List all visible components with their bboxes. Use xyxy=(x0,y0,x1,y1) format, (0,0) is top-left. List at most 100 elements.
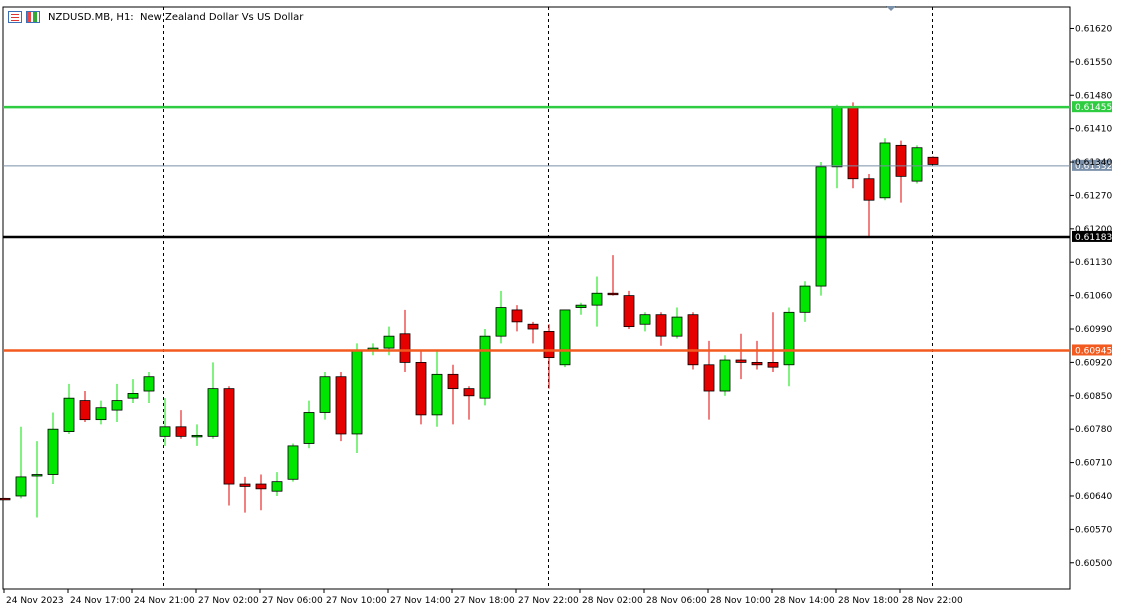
candle xyxy=(623,290,635,330)
candle xyxy=(767,312,779,372)
candle xyxy=(207,362,219,439)
x-tick-label: 27 Nov 18:00 xyxy=(454,596,515,606)
x-tick-label: 24 Nov 17:00 xyxy=(70,596,131,606)
candle-body xyxy=(879,142,891,199)
y-tick-label: 0.60920 xyxy=(1075,358,1112,368)
candle xyxy=(655,312,667,346)
candle-body xyxy=(335,376,347,435)
candle-body xyxy=(639,314,651,325)
y-tick-label: 0.60990 xyxy=(1075,325,1112,335)
chart-shift-marker[interactable] xyxy=(886,6,896,11)
candle xyxy=(255,474,267,511)
x-tick-label: 27 Nov 10:00 xyxy=(326,596,387,606)
candle-body xyxy=(127,393,139,399)
x-tick-label: 27 Nov 06:00 xyxy=(262,596,323,606)
candle xyxy=(575,302,587,315)
candle-body xyxy=(0,497,11,501)
candle xyxy=(239,476,251,513)
candle xyxy=(847,102,859,189)
y-tick-label: 0.60500 xyxy=(1075,559,1112,569)
candle-body xyxy=(783,311,795,366)
candle-body xyxy=(159,426,171,437)
candle xyxy=(607,255,619,296)
candle-body xyxy=(431,373,443,416)
candle xyxy=(639,312,651,332)
candle xyxy=(879,138,891,201)
candle xyxy=(479,329,491,406)
candle-body xyxy=(271,481,283,492)
level-tag-orange xyxy=(1072,344,1112,356)
candle xyxy=(191,424,203,446)
candle-body xyxy=(399,333,411,363)
x-tick-label: 24 Nov 21:00 xyxy=(134,596,195,606)
candle-body xyxy=(591,292,603,306)
candle-body xyxy=(207,388,219,437)
candle-body xyxy=(447,373,459,390)
candle xyxy=(735,333,747,380)
candle xyxy=(703,340,715,420)
candle-body xyxy=(719,359,731,392)
candle xyxy=(863,173,875,236)
level-price-label: 0.61455 xyxy=(1075,103,1112,113)
candle-body xyxy=(911,147,923,182)
candle-body xyxy=(47,428,59,475)
candle xyxy=(159,398,171,446)
level-tag-current xyxy=(1072,159,1112,171)
y-tick-label: 0.61480 xyxy=(1075,91,1112,101)
candle xyxy=(95,400,107,425)
level-price-label: 0.61183 xyxy=(1075,233,1112,243)
candle xyxy=(223,386,235,506)
candle xyxy=(511,305,523,332)
candle-body xyxy=(479,335,491,399)
candle xyxy=(815,162,827,296)
y-tick-label: 0.61130 xyxy=(1075,258,1112,268)
candle xyxy=(287,443,299,482)
candle xyxy=(447,364,459,425)
candle-body xyxy=(223,388,235,485)
candle xyxy=(527,321,539,344)
x-tick-label: 28 Nov 14:00 xyxy=(774,596,835,606)
x-tick-label: 28 Nov 10:00 xyxy=(710,596,771,606)
candle-body xyxy=(511,309,523,323)
chart-symbol-title: NZDUSD.MB, H1: New Zealand Dollar Vs US … xyxy=(48,11,304,23)
x-tick-label: 28 Nov 22:00 xyxy=(902,596,963,606)
y-tick-label: 0.60570 xyxy=(1075,525,1112,535)
level-price-label: 0.60945 xyxy=(1075,346,1112,356)
candle xyxy=(47,412,59,485)
candle-body xyxy=(543,330,555,359)
candle xyxy=(783,307,795,387)
y-tick-label: 0.61410 xyxy=(1075,125,1112,135)
candle-body xyxy=(287,445,299,480)
candle-body xyxy=(559,309,571,366)
candle xyxy=(303,400,315,449)
plot-frame xyxy=(2,6,1071,590)
y-tick-label: 0.61620 xyxy=(1075,24,1112,34)
candle-body xyxy=(111,400,123,411)
candle-body xyxy=(495,307,507,337)
price-levels[interactable]: 0.61455 0.61332 0.61183 0.60945 xyxy=(3,101,1112,356)
candle xyxy=(335,371,347,442)
candle xyxy=(543,324,555,389)
candle-body xyxy=(175,426,187,437)
candle-body xyxy=(799,285,811,313)
candle-body xyxy=(143,376,155,392)
candle xyxy=(911,145,923,184)
y-tick-label: 0.60780 xyxy=(1075,425,1112,435)
y-tick-label: 0.61340 xyxy=(1075,158,1112,168)
x-tick-label: 27 Nov 02:00 xyxy=(198,596,259,606)
y-tick-label: 0.60850 xyxy=(1075,392,1112,402)
y-tick-label: 0.60640 xyxy=(1075,492,1112,502)
candle-body xyxy=(847,106,859,180)
candle-body xyxy=(703,364,715,392)
chart-type-icon[interactable] xyxy=(26,11,40,23)
candle-body xyxy=(95,407,107,421)
candle-body xyxy=(191,434,203,438)
candle xyxy=(319,371,331,420)
y-tick-label: 0.61060 xyxy=(1075,292,1112,302)
candle-body xyxy=(751,362,763,366)
window-menu-icon[interactable] xyxy=(8,11,22,23)
y-tick-label: 0.61550 xyxy=(1075,58,1112,68)
candle-body xyxy=(671,316,683,337)
candle xyxy=(495,290,507,344)
